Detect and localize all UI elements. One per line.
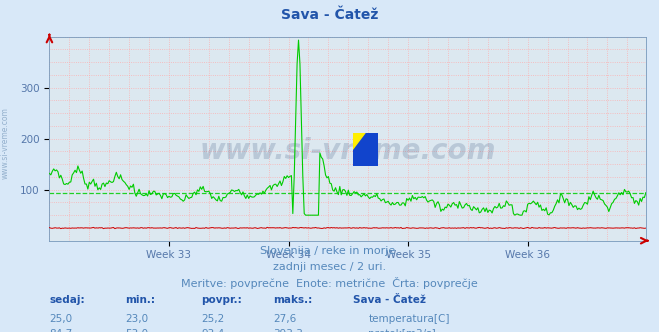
Polygon shape [353, 133, 365, 149]
Text: 84,7: 84,7 [49, 329, 72, 332]
Text: 25,2: 25,2 [201, 314, 224, 324]
Text: temperatura[C]: temperatura[C] [368, 314, 450, 324]
Text: Meritve: povprečne  Enote: metrične  Črta: povprečje: Meritve: povprečne Enote: metrične Črta:… [181, 277, 478, 289]
Text: Sava - Čatež: Sava - Čatež [281, 8, 378, 22]
Text: www.si-vreme.com: www.si-vreme.com [200, 137, 496, 165]
Text: 53,0: 53,0 [125, 329, 148, 332]
Text: 27,6: 27,6 [273, 314, 297, 324]
Text: min.:: min.: [125, 295, 156, 305]
Text: 25,0: 25,0 [49, 314, 72, 324]
Text: www.si-vreme.com: www.si-vreme.com [1, 107, 10, 179]
Text: Slovenija / reke in morje.: Slovenija / reke in morje. [260, 246, 399, 256]
Text: pretok[m3/s]: pretok[m3/s] [368, 329, 436, 332]
Text: 93,4: 93,4 [201, 329, 224, 332]
Text: povpr.:: povpr.: [201, 295, 242, 305]
Text: maks.:: maks.: [273, 295, 313, 305]
Text: 23,0: 23,0 [125, 314, 148, 324]
Polygon shape [353, 133, 378, 166]
Text: sedaj:: sedaj: [49, 295, 85, 305]
Text: zadnji mesec / 2 uri.: zadnji mesec / 2 uri. [273, 262, 386, 272]
Text: Sava - Čatež: Sava - Čatež [353, 295, 426, 305]
Text: 393,3: 393,3 [273, 329, 303, 332]
